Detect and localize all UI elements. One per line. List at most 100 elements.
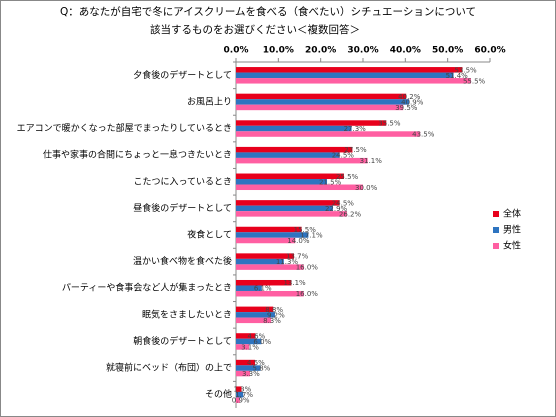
- value-label: 25.5%: [336, 173, 359, 181]
- bar: [236, 397, 240, 403]
- bar: [236, 211, 347, 217]
- value-label: 4.6%: [247, 332, 265, 340]
- value-label: 40.9%: [401, 98, 424, 106]
- value-label: 13.7%: [286, 253, 309, 261]
- value-label: 1.3%: [234, 386, 252, 394]
- value-label: 24.5%: [332, 152, 355, 160]
- legend-swatch: [493, 211, 499, 217]
- bar: [236, 184, 363, 191]
- value-label: 55.5%: [463, 77, 486, 85]
- bar: [236, 253, 294, 259]
- y-tick-label: 仕事や家事の合間にちょっと一息つきたいとき: [43, 149, 232, 161]
- value-label: 30.0%: [355, 184, 378, 192]
- bar: [236, 179, 328, 185]
- y-tick-label: 昼食後のデザートとして: [133, 202, 232, 214]
- bar: [236, 226, 302, 233]
- y-tick-label: パーティーや食事会など人が集まったとき: [62, 282, 232, 294]
- value-label: 40.2%: [398, 93, 421, 101]
- value-label: 8.8%: [265, 306, 283, 314]
- value-label: 15.5%: [294, 226, 317, 234]
- bar: [236, 78, 471, 84]
- bar: [236, 99, 410, 105]
- value-label: 13.1%: [283, 279, 306, 287]
- value-label: 27.5%: [344, 146, 367, 154]
- bar: [236, 258, 284, 265]
- x-tick-label: 50.0%: [432, 46, 463, 56]
- value-label: 39.5%: [395, 104, 418, 112]
- value-label: 8.3%: [263, 317, 281, 325]
- value-label: 24.5%: [332, 199, 355, 207]
- value-label: 17.1%: [300, 232, 323, 240]
- value-label: 6.1%: [254, 285, 272, 293]
- legend-swatch: [493, 227, 499, 233]
- bar: [236, 285, 262, 291]
- chart-subtitle: 該当するものをお選びください＜複数回答＞: [150, 23, 360, 36]
- value-label: 51.4%: [446, 72, 469, 80]
- value-label: 35.5%: [378, 120, 401, 128]
- x-tick-label: 30.0%: [347, 46, 378, 56]
- bar: [236, 205, 333, 212]
- y-tick-label: 朝食後のデザートとして: [133, 335, 232, 347]
- bar: [236, 200, 340, 206]
- bar: [236, 333, 256, 339]
- value-label: 21.5%: [319, 178, 342, 186]
- value-label: 11.3%: [276, 258, 299, 266]
- bar: [236, 131, 421, 137]
- value-label: 26.2%: [339, 210, 362, 218]
- x-tick-label: 0.0%: [224, 46, 249, 56]
- chart-title: Q：あなたが自宅で冬にアイスクリームを食べる（食べたい）シチュエーションについて: [60, 5, 476, 18]
- x-tick-label: 60.0%: [474, 46, 505, 56]
- bar: [236, 67, 463, 73]
- bar: [236, 370, 250, 377]
- y-tick-label: お風呂上り: [187, 96, 232, 107]
- bar: [236, 152, 340, 158]
- bar: [236, 290, 304, 297]
- bar: [236, 359, 256, 366]
- bar: [236, 312, 275, 318]
- bar: [236, 344, 250, 350]
- bar: [236, 391, 244, 398]
- bar: [236, 173, 344, 180]
- y-tick-label: 眠気をさましたいとき: [142, 308, 232, 320]
- value-label: 22.9%: [325, 205, 348, 213]
- bar: [236, 237, 296, 244]
- value-label: 27.3%: [344, 125, 367, 133]
- value-label: 53.5%: [454, 66, 477, 74]
- y-tick-label: 就寝前にベッド（布団）の上で: [106, 362, 232, 374]
- bar: [236, 338, 262, 345]
- value-label: 1.7%: [235, 391, 253, 399]
- value-label: 3.1%: [241, 343, 259, 351]
- bar: [236, 157, 368, 164]
- legend-label: 男性: [503, 224, 521, 236]
- bar: [236, 93, 407, 100]
- value-label: 5.8%: [253, 365, 271, 373]
- bar: [236, 386, 242, 392]
- value-label: 14.0%: [287, 237, 310, 245]
- legend-label: 全体: [503, 208, 521, 220]
- value-label: 9.2%: [267, 311, 285, 319]
- bar: [236, 279, 292, 286]
- bar: [236, 232, 309, 238]
- y-tick-label: 夜食として: [187, 229, 232, 241]
- bar: [236, 146, 353, 153]
- bar: [236, 306, 274, 313]
- value-label: 31.1%: [360, 157, 383, 165]
- value-label: 6.0%: [253, 338, 271, 346]
- value-label: 4.5%: [247, 359, 265, 367]
- bar: [236, 72, 454, 79]
- y-tick-label: エアコンで暖かくなった部屋でまったりしているとき: [17, 122, 232, 134]
- legend-swatch: [493, 243, 499, 249]
- y-tick-label: 夕食後のデザートとして: [133, 69, 232, 81]
- y-tick-label: こたつに入っているとき: [133, 176, 232, 187]
- value-label: 3.3%: [242, 370, 260, 378]
- value-label: 16.0%: [296, 290, 319, 298]
- bar: [236, 125, 352, 132]
- legend-label: 女性: [503, 240, 521, 252]
- x-tick-label: 10.0%: [263, 46, 294, 56]
- value-label: 43.5%: [412, 131, 435, 139]
- bar: [236, 365, 261, 371]
- x-tick-label: 20.0%: [305, 46, 336, 56]
- value-label: 0.9%: [232, 397, 250, 405]
- bar: [236, 264, 304, 270]
